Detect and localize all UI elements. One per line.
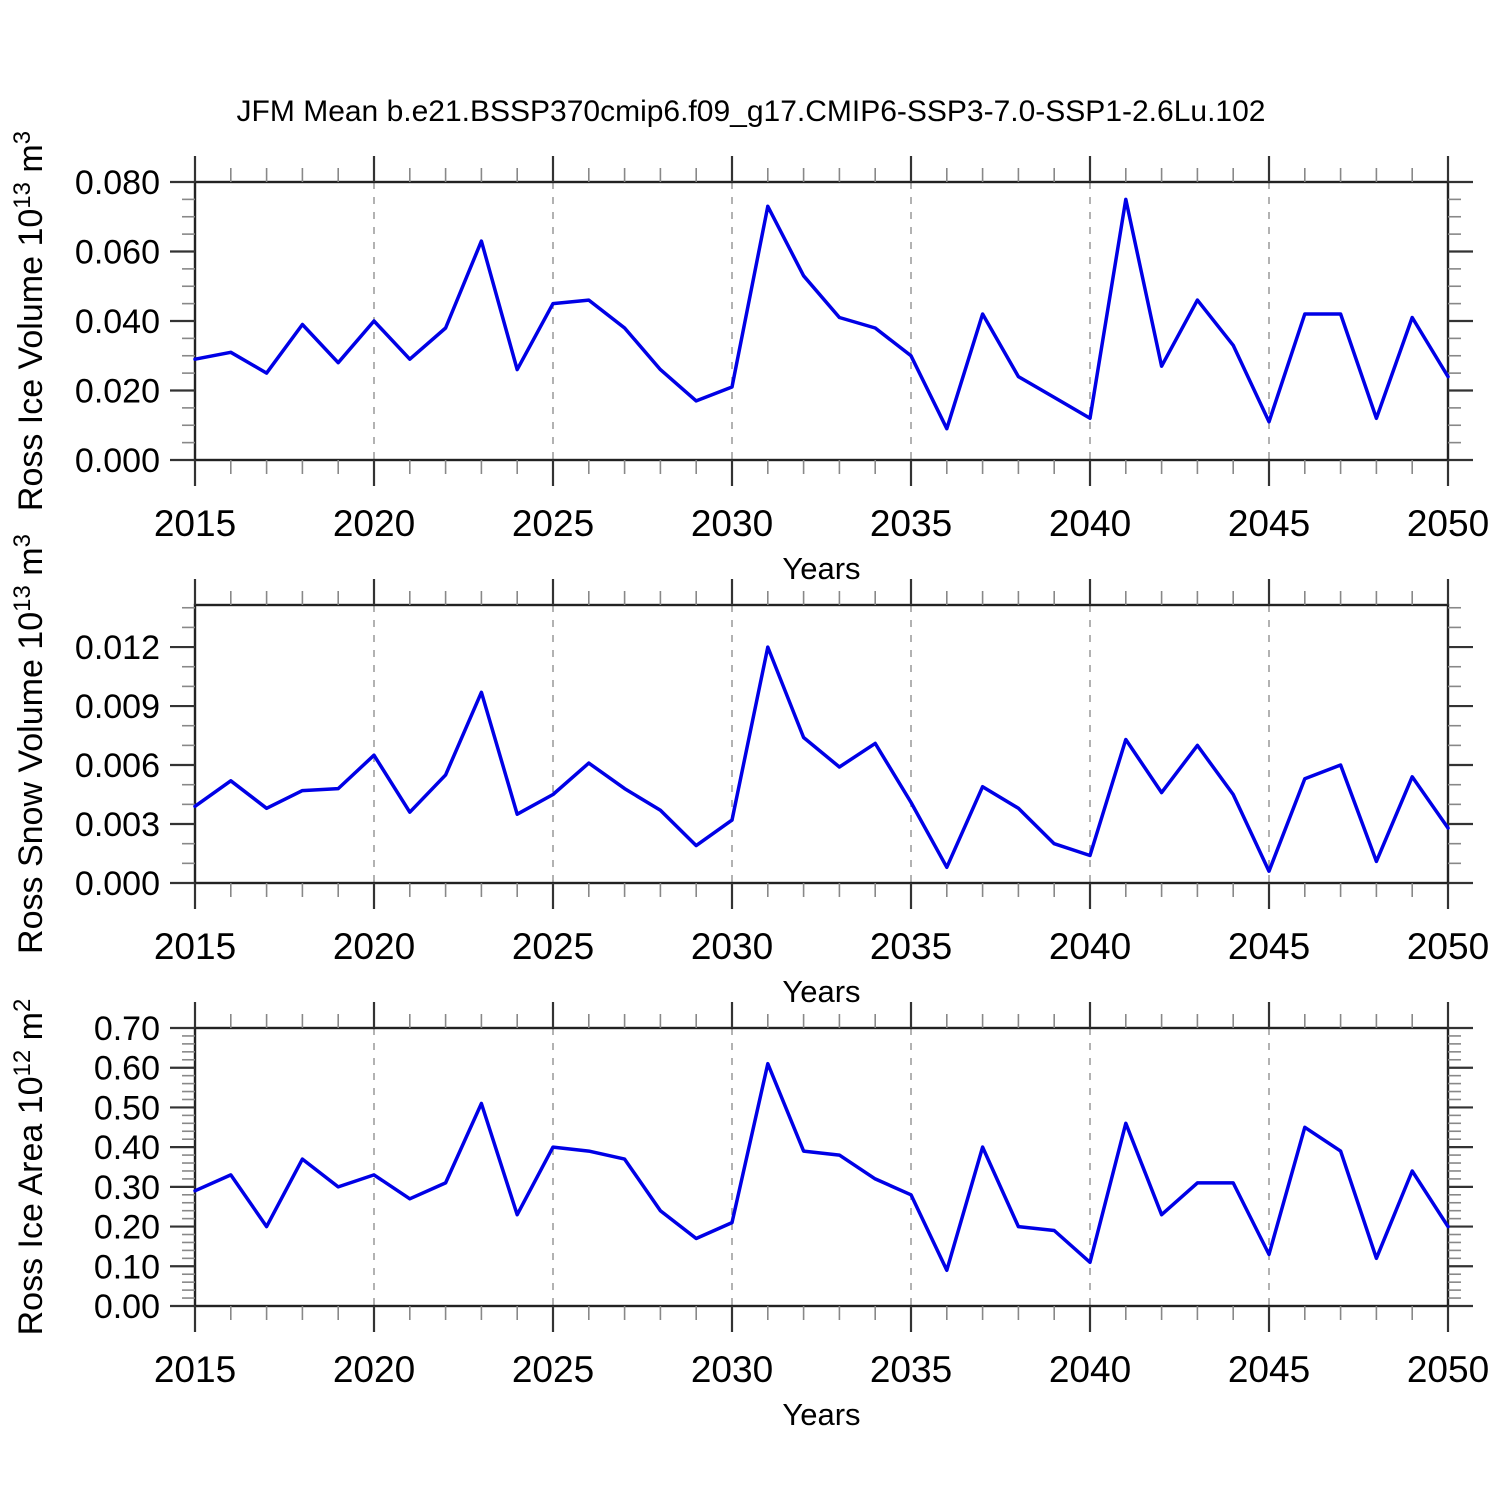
x-tick-label: 2050 — [1407, 926, 1489, 967]
x-tick-label: 2040 — [1049, 1349, 1131, 1390]
y-tick-label: 0.50 — [94, 1089, 160, 1127]
y-tick-label: 0.000 — [75, 442, 160, 480]
y-tick-label: 0.70 — [94, 1010, 160, 1048]
panel-ross-snow-volume: 2015 2020 2025 2030 2035 2040 2045 2050 0.000 0.0… — [9, 534, 1489, 1009]
y-tick-label: 0.000 — [75, 865, 160, 903]
plot-frame — [193, 1026, 1450, 1308]
x-axis-title: Years — [782, 551, 860, 586]
y-tick-label: 0.00 — [94, 1288, 160, 1326]
x-tick-label: 2045 — [1228, 503, 1310, 544]
x-tick-label: 2025 — [512, 1349, 594, 1390]
x-tick-label: 2030 — [691, 503, 773, 544]
y-tick-label: 0.60 — [94, 1050, 160, 1088]
y-axis-title-ross-ice-volume: Ross Ice Volume 1013 m3 — [9, 131, 50, 511]
ross-ice-area-line — [193, 1061, 1450, 1273]
x-axis-title: Years — [782, 974, 860, 1009]
y-tick-label: 0.020 — [75, 373, 160, 411]
x-tick-label: 2035 — [870, 1349, 952, 1390]
x-axis-title: Years — [782, 1397, 860, 1432]
x-tick-label: 2035 — [870, 503, 952, 544]
y-tick-label: 0.080 — [75, 164, 160, 202]
x-tick-label: 2025 — [512, 926, 594, 967]
x-tick-label: 2035 — [870, 926, 952, 967]
x-tick-label: 2020 — [333, 503, 415, 544]
y-tick-label: 0.009 — [75, 688, 160, 726]
x-tick-label: 2025 — [512, 503, 594, 544]
x-tick-label: 2020 — [333, 1349, 415, 1390]
x-tick-label: 2045 — [1228, 1349, 1310, 1390]
y-tick-label: 0.30 — [94, 1169, 160, 1207]
x-tick-label: 2045 — [1228, 926, 1310, 967]
y-axis-title-ross-ice-area: Ross Ice Area 1012 m2 — [9, 999, 50, 1336]
x-tick-label: 2040 — [1049, 926, 1131, 967]
chart-panels: 2015 2020 2025 2030 2035 2040 2045 2050 0.000 0.0… — [9, 131, 1489, 1432]
y-tick-label: 0.003 — [75, 806, 160, 844]
ross-snow-volume-line — [193, 645, 1450, 873]
panel-ross-ice-area: 2015 2020 2025 2030 2035 2040 2045 2050 0.000.10… — [9, 999, 1489, 1432]
panel-ross-ice-volume: 2015 2020 2025 2030 2035 2040 2045 2050 0.000 0.0… — [9, 131, 1489, 586]
ross-ice-volume-line — [193, 197, 1450, 431]
x-tick-label: 2020 — [333, 926, 415, 967]
y-tick-label: 0.10 — [94, 1248, 160, 1286]
y-tick-label: 0.040 — [75, 303, 160, 341]
x-tick-label: 2015 — [154, 503, 236, 544]
plot-frame — [193, 180, 1450, 462]
x-tick-label: 2040 — [1049, 503, 1131, 544]
chart-title: JFM Mean b.e21.BSSP370cmip6.f09_g17.CMIP… — [237, 95, 1266, 128]
y-axis-title-ross-snow-volume: Ross Snow Volume 1013 m3 — [9, 534, 50, 954]
plot-frame — [193, 603, 1450, 885]
x-tick-label: 2050 — [1407, 503, 1489, 544]
y-tick-label: 0.006 — [75, 747, 160, 785]
x-tick-label: 2015 — [154, 1349, 236, 1390]
y-tick-label: 0.012 — [75, 629, 160, 667]
x-tick-label: 2030 — [691, 926, 773, 967]
x-tick-label: 2030 — [691, 1349, 773, 1390]
x-tick-label: 2015 — [154, 926, 236, 967]
y-tick-label: 0.40 — [94, 1129, 160, 1167]
x-tick-label: 2050 — [1407, 1349, 1489, 1390]
y-tick-label: 0.060 — [75, 234, 160, 272]
y-tick-label: 0.20 — [94, 1209, 160, 1247]
